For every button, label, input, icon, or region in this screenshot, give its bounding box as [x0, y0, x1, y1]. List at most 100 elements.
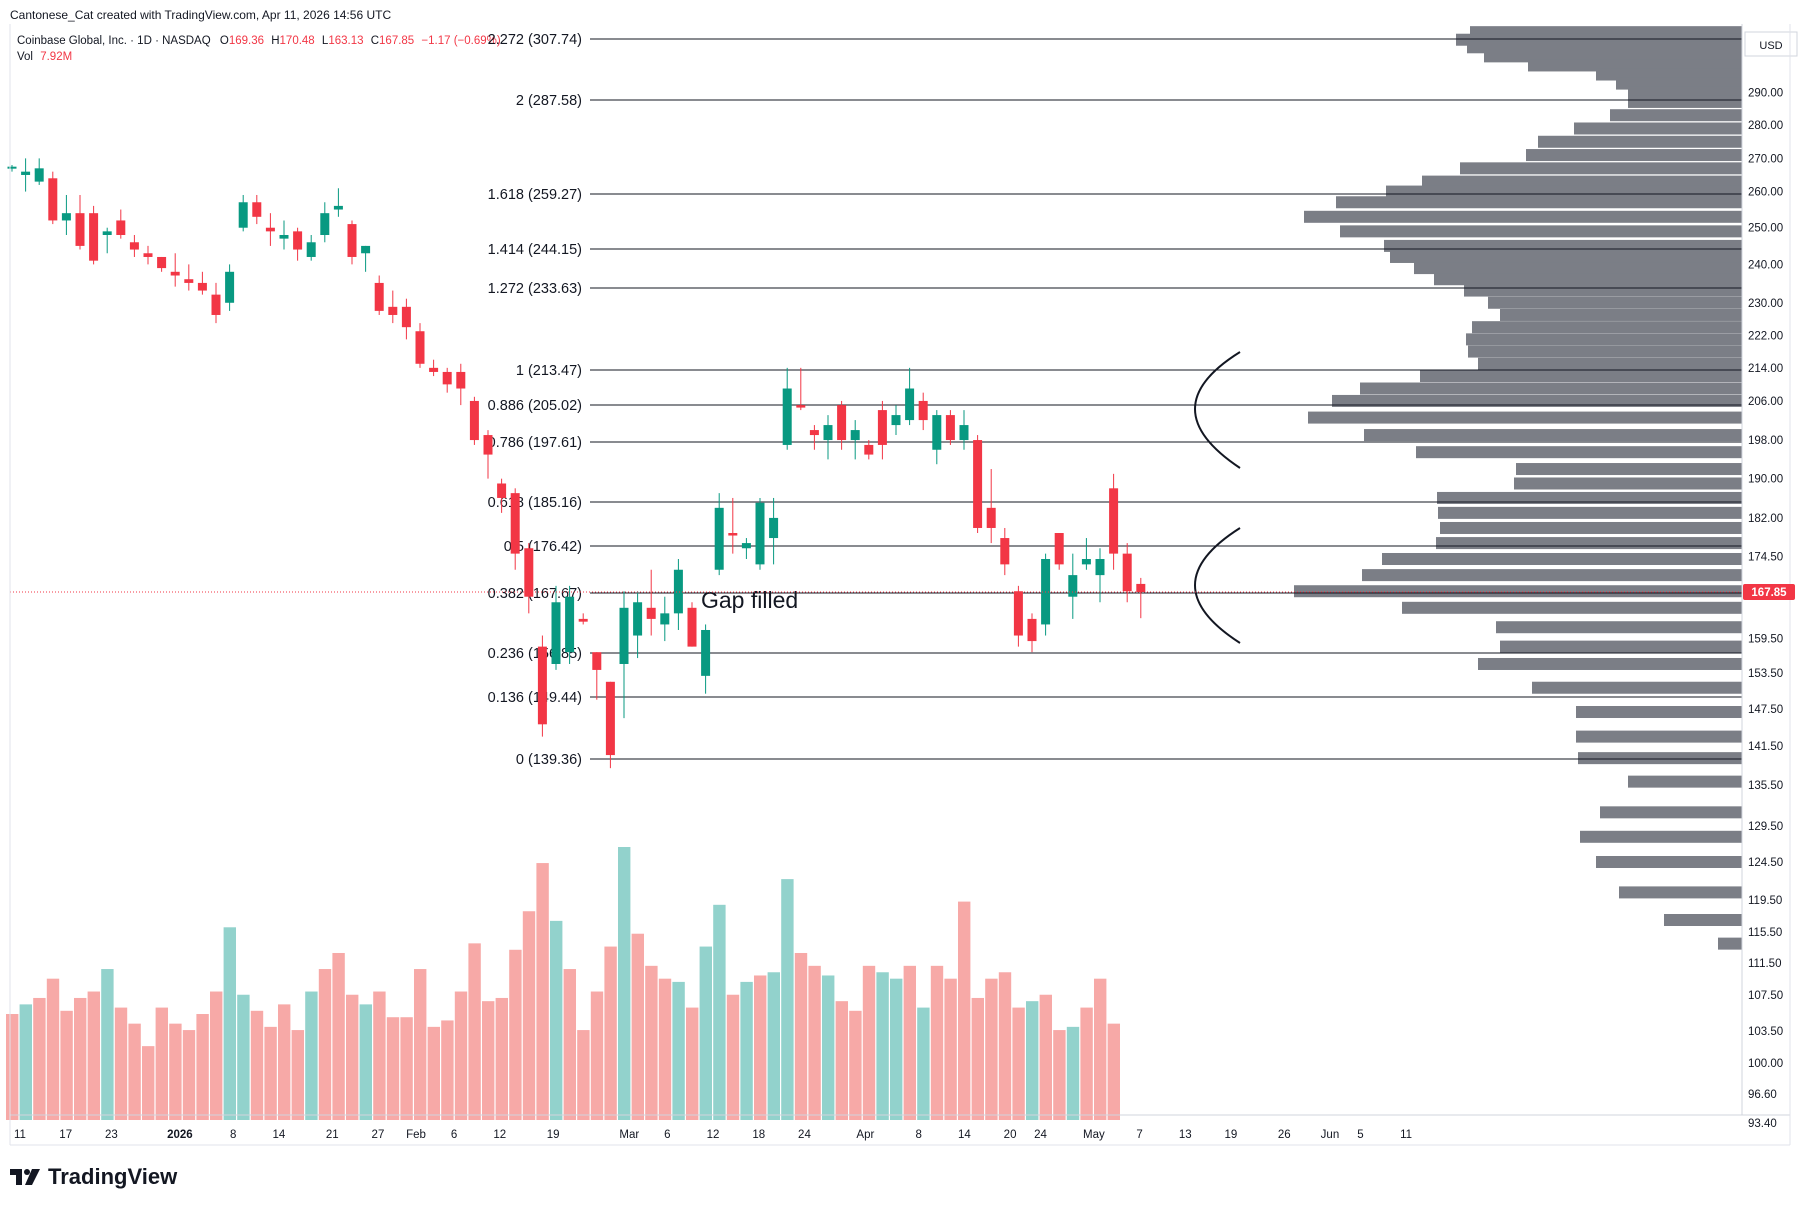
candle-body	[687, 607, 697, 647]
time-tick-label: 26	[1278, 1129, 1291, 1141]
volume-profile-bar	[1434, 273, 1742, 286]
volume-bar	[87, 991, 100, 1120]
candle-body	[102, 231, 112, 235]
volume-profile-bar	[1466, 333, 1742, 346]
candle-body	[170, 271, 180, 276]
candle-body	[877, 410, 887, 445]
volume-profile-bar	[1340, 225, 1742, 238]
volume-profile-bar	[1422, 175, 1742, 188]
fib-level-label: 0 (139.36)	[516, 752, 582, 768]
volume-bar	[155, 1007, 168, 1120]
volume-bar	[930, 965, 944, 1120]
tradingview-logo-text: TradingView	[48, 1164, 178, 1189]
volume-label: Vol	[17, 51, 33, 63]
candle-body	[225, 271, 235, 303]
time-tick-label: 11	[1400, 1129, 1412, 1141]
volume-bar	[686, 1007, 699, 1120]
volume-bar	[1066, 1026, 1080, 1120]
price-axis[interactable]: USD 290.00 280.00 270.00 260.00 250.00 240.00…	[1741, 24, 1798, 1130]
volume-profile-bar	[1576, 706, 1742, 719]
price-tick-label: 103.50	[1748, 1026, 1783, 1038]
volume-profile-bar	[1382, 552, 1742, 565]
volume-bar	[971, 997, 984, 1120]
volume-profile-bar	[1580, 830, 1742, 843]
time-tick-label: 8	[915, 1129, 921, 1141]
currency-box[interactable]	[1744, 31, 1798, 57]
price-tick-label: 96.60	[1748, 1089, 1777, 1101]
volume-bar	[740, 981, 753, 1120]
price-tick-label: 115.50	[1748, 927, 1782, 939]
volume-bar	[33, 997, 46, 1120]
volume-bar	[835, 1001, 848, 1120]
volume-profile-bar	[1478, 357, 1742, 370]
volume-profile-bar	[1472, 321, 1742, 334]
volume-profile-bar	[1718, 937, 1742, 950]
candle-body	[279, 234, 289, 239]
volume-profile-bar	[1532, 681, 1742, 694]
price-tick-label: 230.00	[1748, 298, 1783, 310]
candle-body	[565, 596, 575, 653]
candle-body	[1027, 618, 1037, 642]
volume-bar	[563, 969, 576, 1120]
candle-body	[483, 435, 493, 455]
candles	[7, 158, 1146, 769]
price-tick-label: 240.00	[1748, 259, 1783, 271]
candle-body	[823, 425, 833, 441]
volume-bar	[400, 1017, 413, 1120]
open-label: O	[219, 35, 229, 47]
candle-body	[361, 245, 371, 254]
volume-bar	[849, 1010, 862, 1120]
fib-level-label: 0.136 (149.44)	[488, 690, 582, 706]
candle-body	[1081, 558, 1091, 565]
volume-profile-bar	[1414, 262, 1742, 275]
volume-bar	[386, 1017, 400, 1120]
volume-profile-bar	[1308, 411, 1742, 424]
candle-body	[347, 224, 357, 257]
volume-profile-bar	[1440, 521, 1742, 534]
candle-body	[497, 483, 507, 498]
volume-profile-bar	[1402, 601, 1742, 614]
price-tick-label: 222.00	[1748, 330, 1783, 342]
candle-body	[891, 415, 901, 426]
candle-body	[21, 171, 31, 175]
candle-body	[932, 415, 942, 450]
candle-body	[605, 681, 615, 756]
time-tick-label: Jun	[1321, 1129, 1340, 1141]
candle-body	[211, 294, 221, 315]
fib-level-label: 0.786 (197.61)	[488, 435, 582, 451]
volume-profile-bar	[1304, 210, 1742, 223]
candle-body	[959, 425, 969, 441]
candle-body	[755, 502, 765, 565]
volume-bar	[427, 1026, 440, 1120]
volume-bar	[250, 1010, 264, 1120]
volume-profile-bar	[1616, 77, 1742, 90]
candle-body	[592, 652, 602, 670]
volume-bar	[318, 969, 332, 1120]
volume-bar	[101, 969, 114, 1120]
time-tick-label: 27	[372, 1129, 385, 1141]
volume-bar	[278, 1004, 291, 1120]
volume-bar	[237, 994, 250, 1120]
volume-bar	[713, 904, 726, 1120]
volume-bar	[1039, 994, 1052, 1120]
volume-bars	[6, 847, 1120, 1120]
time-tick-label: 23	[105, 1129, 118, 1141]
volume-bar	[441, 1020, 454, 1120]
time-tick-label: 2026	[167, 1129, 193, 1141]
candle-body	[714, 507, 724, 570]
volume-profile-bar	[1336, 196, 1742, 209]
last-price-tag-text: 167.85	[1751, 587, 1787, 599]
close-value: 167.85	[379, 35, 415, 47]
tradingview-logo[interactable]: TradingView	[10, 1164, 177, 1190]
candle-body	[673, 569, 683, 614]
change-value: −1.17 (−0.69%)	[421, 35, 501, 47]
volume-profile-bar	[1628, 775, 1742, 788]
volume-bar	[808, 965, 821, 1120]
price-tick-label: 93.40	[1748, 1118, 1777, 1130]
volume-profile-bar	[1516, 463, 1742, 476]
candle-body	[429, 367, 439, 372]
volume-bar	[454, 991, 468, 1120]
volume-profile-bar	[1420, 370, 1742, 383]
volume-profile-bar	[1619, 886, 1742, 899]
